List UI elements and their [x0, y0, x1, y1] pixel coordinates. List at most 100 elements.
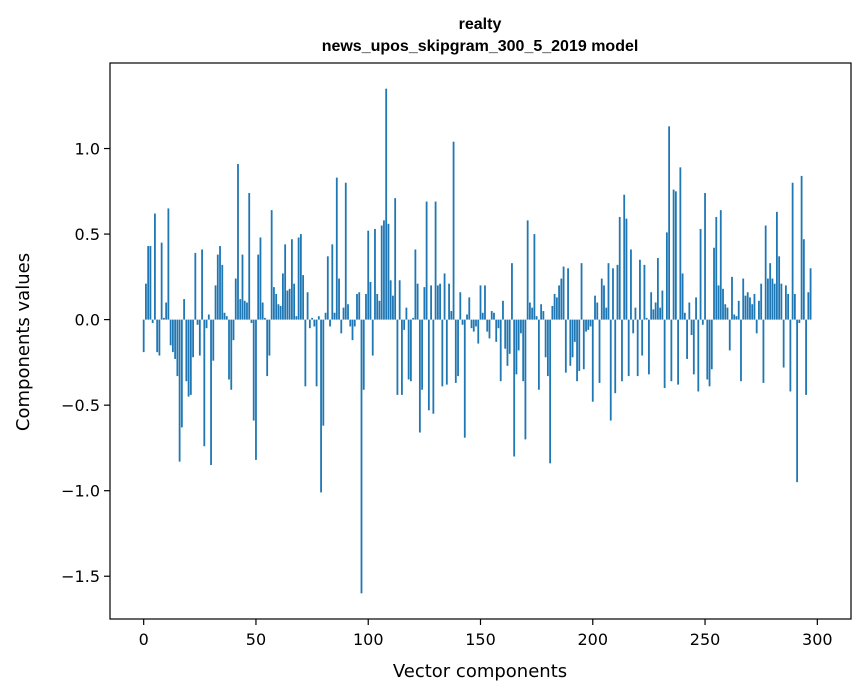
bar-component-16 — [178, 319, 181, 462]
bar-component-92 — [349, 319, 352, 327]
bar-component-111 — [392, 295, 394, 320]
bar-component-286 — [784, 285, 787, 320]
bar-component-70 — [299, 234, 302, 320]
bar-component-47 — [248, 193, 251, 320]
bar-component-12 — [169, 319, 172, 346]
bar-component-28 — [205, 319, 208, 329]
bar-component-238 — [677, 319, 679, 385]
bar-component-277 — [764, 225, 767, 320]
x-tick-label: 250 — [690, 630, 721, 649]
bar-component-250 — [704, 193, 706, 320]
bar-component-285 — [782, 319, 785, 368]
bar-component-75 — [311, 317, 313, 320]
bar-component-271 — [751, 304, 754, 320]
bar-component-155 — [490, 311, 493, 320]
bar-component-42 — [237, 163, 239, 320]
bar-component-129 — [432, 319, 435, 414]
plot-area — [142, 88, 812, 594]
bar-component-154 — [488, 319, 491, 339]
bar-component-215 — [625, 218, 628, 320]
bar-component-4 — [151, 319, 154, 324]
bar-component-80 — [322, 319, 325, 426]
chart-title: realty — [459, 16, 502, 33]
bar-component-289 — [791, 182, 794, 320]
bar-component-115 — [401, 319, 403, 395]
bar-component-144 — [466, 314, 468, 320]
bar-component-257 — [719, 210, 722, 320]
bar-component-201 — [594, 295, 596, 320]
bar-component-95 — [356, 293, 358, 320]
bar-component-69 — [297, 237, 300, 320]
bar-component-37 — [225, 316, 228, 320]
bar-component-25 — [198, 319, 201, 356]
bar-component-3 — [149, 246, 152, 320]
x-tick-label: 0 — [139, 630, 149, 649]
bar-component-54 — [264, 317, 266, 320]
bar-component-90 — [344, 182, 347, 320]
bar-component-73 — [306, 292, 309, 320]
bar-component-113 — [396, 319, 399, 395]
bar-component-105 — [378, 300, 381, 320]
bar-component-15 — [176, 319, 179, 377]
bar-component-220 — [636, 319, 639, 377]
bar-component-124 — [421, 319, 424, 390]
bar-component-110 — [389, 280, 392, 320]
bar-component-197 — [585, 319, 587, 332]
bar-component-55 — [266, 319, 269, 377]
bar-component-195 — [580, 263, 583, 320]
chart-subtitle: news_upos_skipgram_300_5_2019 model — [322, 38, 639, 55]
bar-component-57 — [270, 210, 273, 320]
bar-component-18 — [183, 299, 185, 320]
bar-component-10 — [165, 302, 168, 320]
bar-component-134 — [443, 273, 446, 320]
bar-component-65 — [288, 288, 291, 320]
bar-component-212 — [618, 216, 621, 320]
bar-component-261 — [728, 319, 731, 351]
bar-component-131 — [436, 285, 439, 320]
bar-component-31 — [212, 319, 215, 361]
bar-component-235 — [670, 319, 673, 382]
bar-component-291 — [796, 319, 799, 483]
bar-component-38 — [228, 319, 230, 380]
bar-component-239 — [679, 167, 682, 320]
x-tick-label: 200 — [577, 630, 608, 649]
bar-component-29 — [207, 314, 210, 320]
bar-component-237 — [674, 191, 677, 320]
bar-component-125 — [423, 287, 426, 320]
bar-component-107 — [383, 220, 385, 320]
bar-component-126 — [425, 201, 428, 320]
bar-component-20 — [187, 319, 190, 397]
bar-component-200 — [591, 319, 594, 402]
bar-component-108 — [385, 88, 388, 320]
bar-component-112 — [394, 198, 397, 320]
bar-component-211 — [616, 264, 619, 320]
bar-component-76 — [313, 319, 316, 327]
bar-component-99 — [365, 293, 367, 320]
bar-component-216 — [627, 319, 630, 377]
bar-component-84 — [331, 244, 334, 320]
bar-component-258 — [722, 288, 724, 320]
bar-component-13 — [171, 319, 174, 353]
bar-component-61 — [279, 305, 282, 320]
bar-component-204 — [600, 278, 603, 320]
bar-component-14 — [174, 319, 177, 359]
bar-component-226 — [650, 292, 653, 320]
bar-component-104 — [376, 293, 379, 320]
bar-component-264 — [735, 316, 738, 320]
bar-component-36 — [223, 312, 226, 320]
bar-component-205 — [603, 285, 605, 320]
bar-component-281 — [773, 283, 776, 320]
bar-component-138 — [452, 141, 455, 320]
bar-component-294 — [802, 239, 805, 320]
bar-component-7 — [158, 319, 161, 356]
bar-component-222 — [641, 319, 644, 356]
bar-component-91 — [347, 304, 349, 320]
bar-component-116 — [403, 319, 406, 330]
bar-component-171 — [526, 220, 529, 320]
bar-component-169 — [522, 319, 525, 382]
bar-component-85 — [333, 312, 336, 320]
bar-component-34 — [219, 246, 221, 320]
bar-component-48 — [250, 319, 253, 324]
bar-component-225 — [648, 319, 650, 375]
bar-component-33 — [216, 254, 219, 320]
